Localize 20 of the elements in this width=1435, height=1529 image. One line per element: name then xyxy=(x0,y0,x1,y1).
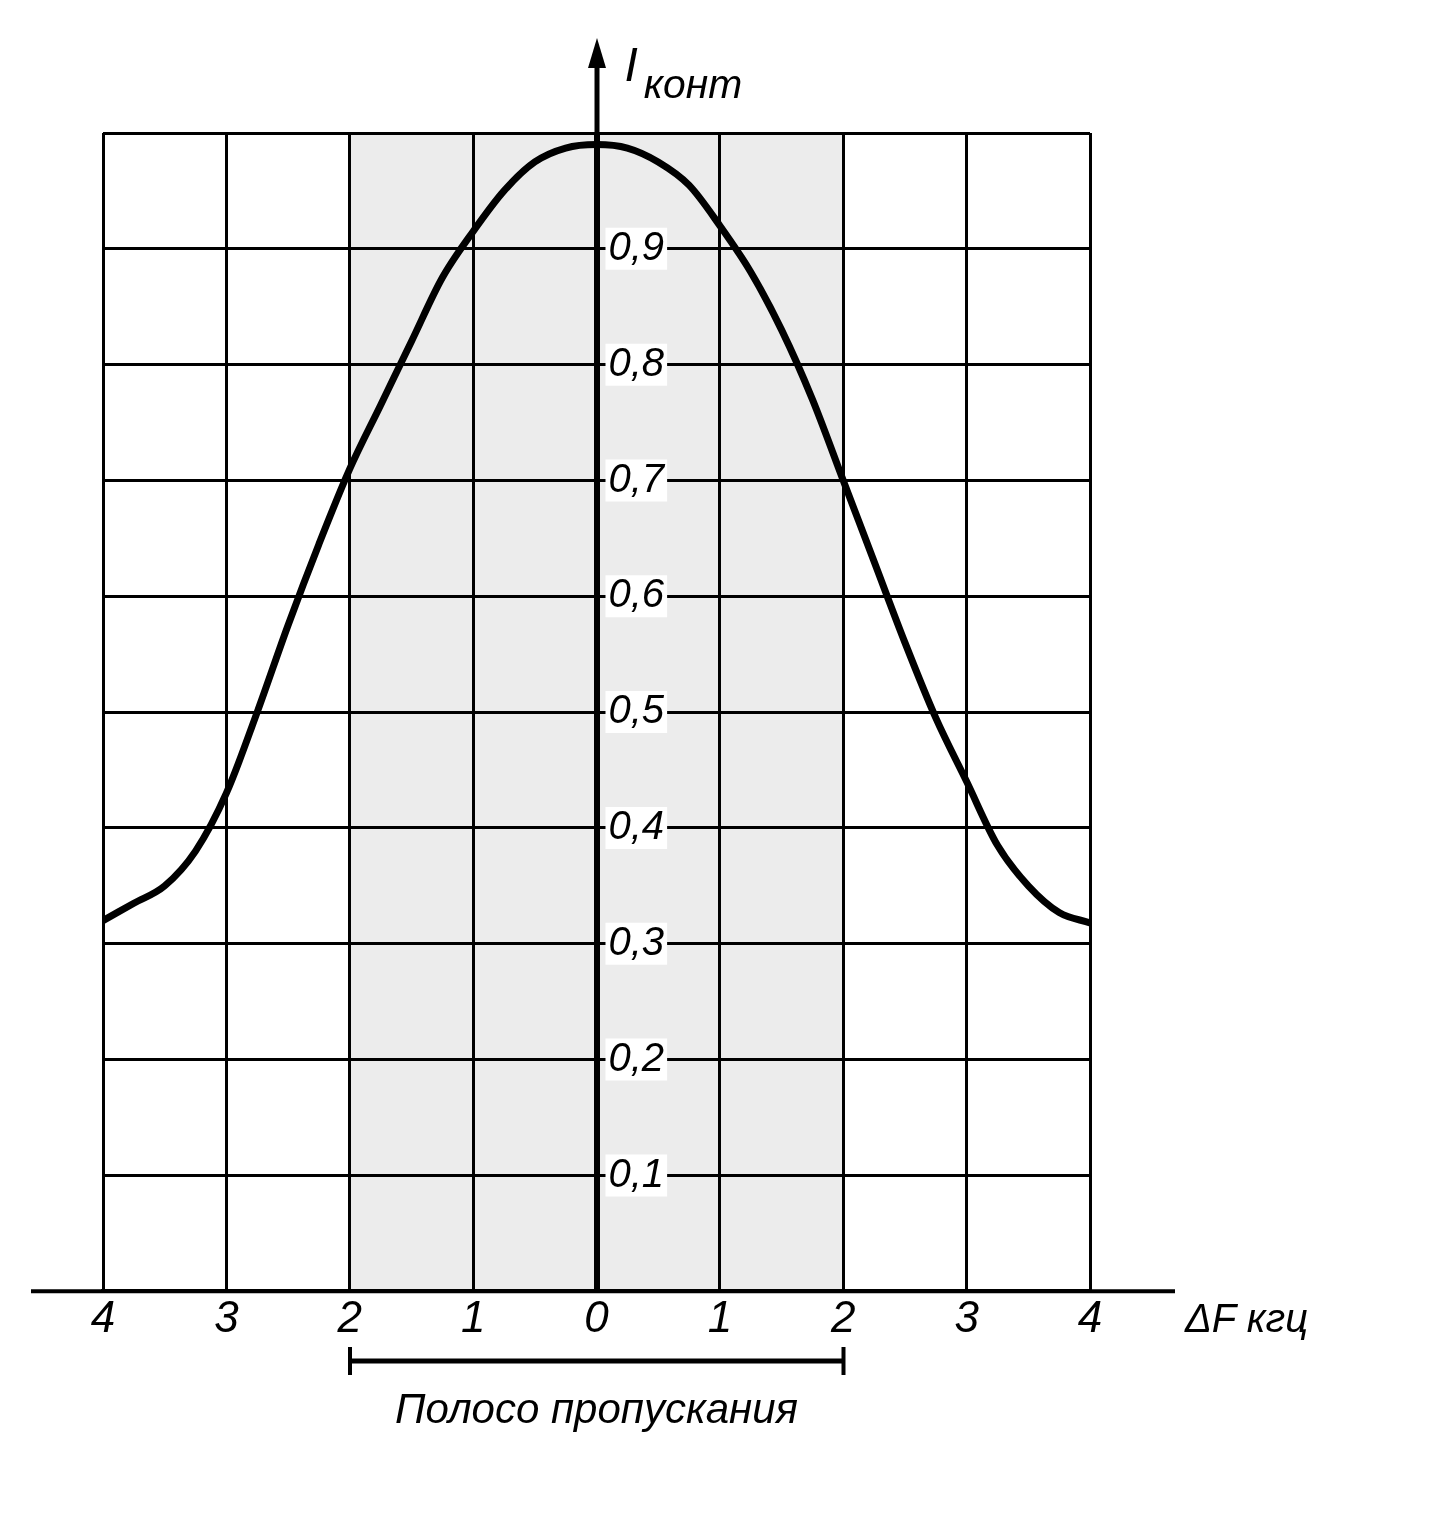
x-axis-title: ΔF кгц xyxy=(1184,1296,1309,1341)
y-tick-label: 0,5 xyxy=(608,687,665,732)
y-tick-label: 0,6 xyxy=(608,571,665,616)
x-tick-label: 3 xyxy=(954,1291,980,1341)
x-tick-label: 2 xyxy=(830,1291,856,1341)
y-tick-label: 0,8 xyxy=(608,339,665,384)
y-tick-label: 0,4 xyxy=(608,803,665,848)
x-tick-label: 1 xyxy=(460,1291,486,1341)
x-tick-label: 2 xyxy=(336,1291,362,1341)
x-tick-label: 1 xyxy=(707,1291,733,1341)
y-tick-label: 0,3 xyxy=(608,918,665,963)
band-label: Полосо пропускания xyxy=(395,1384,798,1432)
y-tick-label: 0,2 xyxy=(608,1034,665,1079)
y-tick-label: 0,9 xyxy=(608,223,665,268)
y-tick-label: 0,1 xyxy=(608,1150,665,1195)
x-tick-label: 4 xyxy=(1077,1291,1103,1341)
x-tick-label: 4 xyxy=(90,1291,116,1341)
x-tick-label: 3 xyxy=(214,1291,240,1341)
y-tick-label: 0,7 xyxy=(608,455,666,500)
x-tick-label: 0 xyxy=(584,1291,610,1341)
